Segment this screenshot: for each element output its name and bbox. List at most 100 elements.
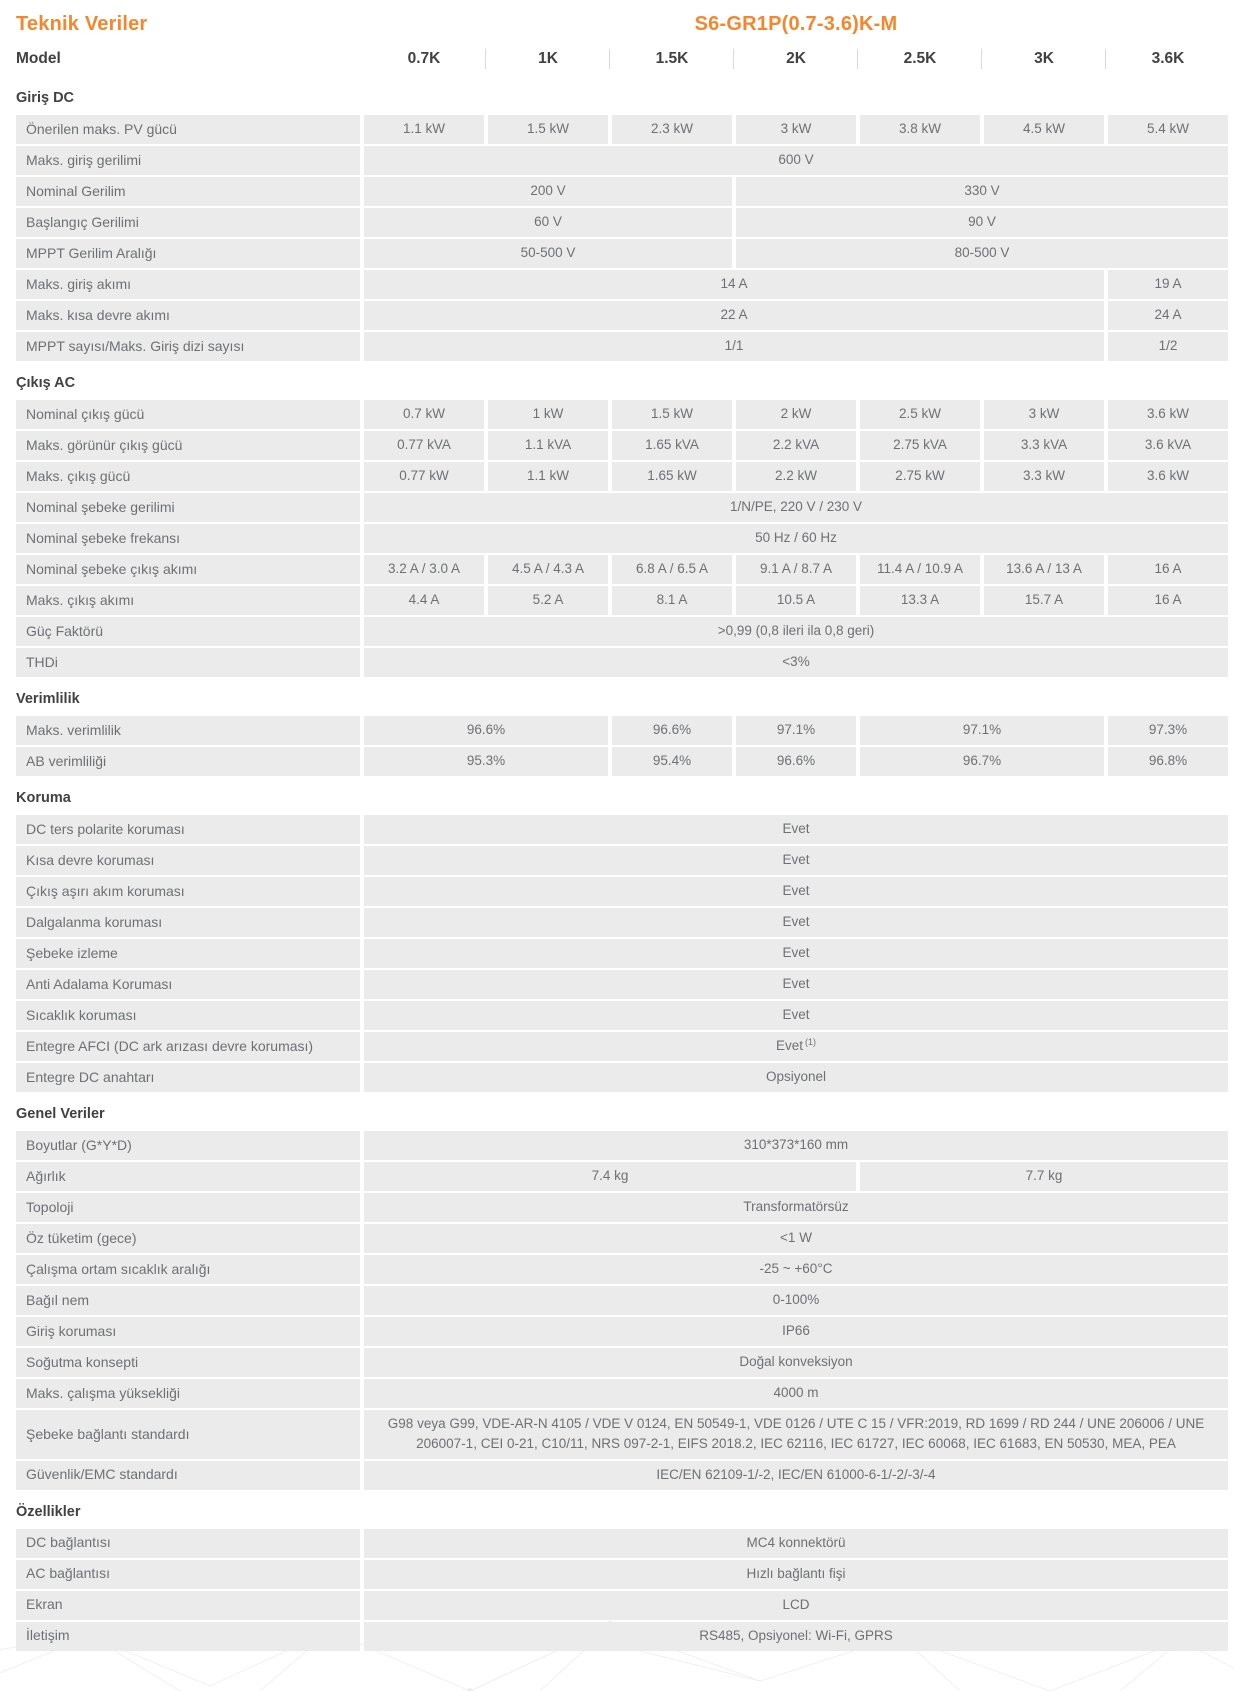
spec-label: Sıcaklık koruması [16, 1001, 360, 1030]
spec-value: Evet [364, 815, 1228, 844]
model-column: 1.5K [609, 42, 732, 76]
spec-value: 4.5 A / 4.3 A [488, 555, 608, 584]
spec-value-text: 2 kW [780, 406, 812, 422]
spec-value-text: 3.6 kVA [1144, 437, 1192, 453]
spec-value-text: 95.3% [466, 753, 506, 769]
spec-value: 96.7% [860, 747, 1104, 776]
spec-label: Giriş koruması [16, 1317, 360, 1346]
spec-value-text: 3.6 kW [1146, 406, 1189, 422]
spec-label: Çalışma ortam sıcaklık aralığı [16, 1255, 360, 1284]
spec-value: RS485, Opsiyonel: Wi-Fi, GPRS [364, 1621, 1228, 1651]
spec-value: 5.2 A [488, 586, 608, 615]
spec-value-text: 310*373*160 mm [743, 1137, 849, 1153]
spec-value-text: 4000 m [773, 1385, 819, 1401]
page-title: Teknik Veriler [16, 13, 148, 35]
spec-value-text: 1.1 kW [526, 468, 569, 484]
spec-value: 22 A [364, 301, 1104, 330]
spec-value-text: 3.2 A / 3.0 A [387, 561, 461, 577]
spec-value: 1.65 kVA [612, 431, 732, 460]
spec-value-text: 4.5 kW [1022, 121, 1065, 137]
spec-value-text: 2.75 kW [895, 468, 945, 484]
spec-value: 8.1 A [612, 586, 732, 615]
spec-label: Çıkış aşırı akım koruması [16, 877, 360, 906]
spec-value-text: 8.1 A [656, 592, 688, 608]
spec-label: Önerilen maks. PV gücü [16, 115, 360, 144]
spec-value: 310*373*160 mm [364, 1131, 1228, 1160]
spec-value-text: IP66 [782, 1323, 810, 1339]
spec-value-text: 10.5 A [776, 592, 816, 608]
spec-value: 50-500 V [364, 239, 732, 268]
spec-value-text: 80-500 V [954, 245, 1010, 261]
spec-value: 97.3% [1108, 716, 1228, 745]
spec-label: Maks. çıkış akımı [16, 586, 360, 615]
spec-value-text: -25 ~ +60°C [759, 1261, 833, 1277]
spec-value-text: G98 veya G99, VDE-AR-N 4105 / VDE V 0124… [387, 1416, 1205, 1452]
spec-label: Maks. giriş akımı [16, 270, 360, 299]
spec-label: Maks. çalışma yüksekliği [16, 1379, 360, 1408]
spec-label: Maks. çıkış gücü [16, 462, 360, 491]
spec-label: DC bağlantısı [16, 1528, 360, 1558]
spec-label: İletişim [16, 1621, 360, 1651]
spec-value-text: 3.3 kVA [1020, 437, 1068, 453]
spec-value: 3.6 kW [1108, 400, 1228, 429]
model-column: 3K [981, 42, 1104, 76]
spec-value-text: 600 V [778, 152, 814, 168]
spec-value-text: Evet [782, 945, 810, 961]
section-title: Genel Veriler [16, 1094, 1228, 1129]
spec-value: 2.2 kVA [736, 431, 856, 460]
spec-value-text: 1.1 kVA [524, 437, 572, 453]
spec-value: 96.6% [364, 716, 608, 745]
spec-value-text: Hızlı bağlantı fişi [746, 1565, 846, 1581]
spec-value-text: 3.6 kW [1146, 468, 1189, 484]
spec-value: >0,99 (0,8 ileri ila 0,8 geri) [364, 617, 1228, 646]
spec-value-text: 330 V [964, 183, 1000, 199]
spec-value: 2 kW [736, 400, 856, 429]
spec-value-text: 1.1 kW [402, 121, 445, 137]
spec-value-text: 1.5 kW [526, 121, 569, 137]
spec-value-text: 2.2 kW [774, 468, 817, 484]
spec-value-text: 22 A [720, 307, 748, 323]
spec-label: Şebeke bağlantı standardı [16, 1410, 360, 1459]
spec-value-text: 97.1% [962, 722, 1002, 738]
spec-label: Nominal şebeke çıkış akımı [16, 555, 360, 584]
spec-value-text: 15.7 A [1024, 592, 1064, 608]
spec-value-text: 2.3 kW [650, 121, 693, 137]
section-title: Çıkış AC [16, 363, 1228, 398]
spec-value: 1/N/PE, 220 V / 230 V [364, 493, 1228, 522]
spec-value-text: 97.1% [776, 722, 816, 738]
spec-label: Başlangıç Gerilimi [16, 208, 360, 237]
spec-value: IEC/EN 62109-1/-2, IEC/EN 61000-6-1/-2/-… [364, 1460, 1228, 1490]
model-column: 2.5K [857, 42, 980, 76]
spec-value: 0.77 kVA [364, 431, 484, 460]
spec-value: 7.7 kg [860, 1162, 1228, 1191]
spec-value: 24 A [1108, 301, 1228, 330]
spec-value-text: 4.5 A / 4.3 A [511, 561, 585, 577]
spec-value-text: 9.1 A / 8.7 A [759, 561, 833, 577]
spec-value: 3.6 kW [1108, 462, 1228, 491]
spec-value-text: 0.77 kW [399, 468, 449, 484]
section-title: Giriş DC [16, 78, 1228, 113]
spec-label: Maks. giriş gerilimi [16, 146, 360, 175]
spec-value: 1 kW [488, 400, 608, 429]
spec-value: 96.6% [612, 716, 732, 745]
spec-value: 2.75 kVA [860, 431, 980, 460]
spec-value: Evet [364, 970, 1228, 999]
spec-value: 600 V [364, 146, 1228, 175]
spec-value: Hızlı bağlantı fişi [364, 1559, 1228, 1589]
spec-value: 14 A [364, 270, 1104, 299]
spec-value-text: IEC/EN 62109-1/-2, IEC/EN 61000-6-1/-2/-… [656, 1466, 936, 1482]
spec-label: DC ters polarite koruması [16, 815, 360, 844]
spec-value-text: 13.3 A [900, 592, 940, 608]
spec-value: 97.1% [736, 716, 856, 745]
spec-label: Nominal şebeke frekansı [16, 524, 360, 553]
spec-value: 5.4 kW [1108, 115, 1228, 144]
spec-value-text: 2.75 kVA [893, 437, 947, 453]
spec-value: 2.2 kW [736, 462, 856, 491]
spec-value-text: 1 kW [532, 406, 564, 422]
spec-value-text: Transformatörsüz [743, 1199, 849, 1215]
spec-value: 3.2 A / 3.0 A [364, 555, 484, 584]
spec-value: 3 kW [984, 400, 1104, 429]
spec-value: 4.5 kW [984, 115, 1104, 144]
spec-value: 6.8 A / 6.5 A [612, 555, 732, 584]
spec-label: AC bağlantısı [16, 1559, 360, 1589]
